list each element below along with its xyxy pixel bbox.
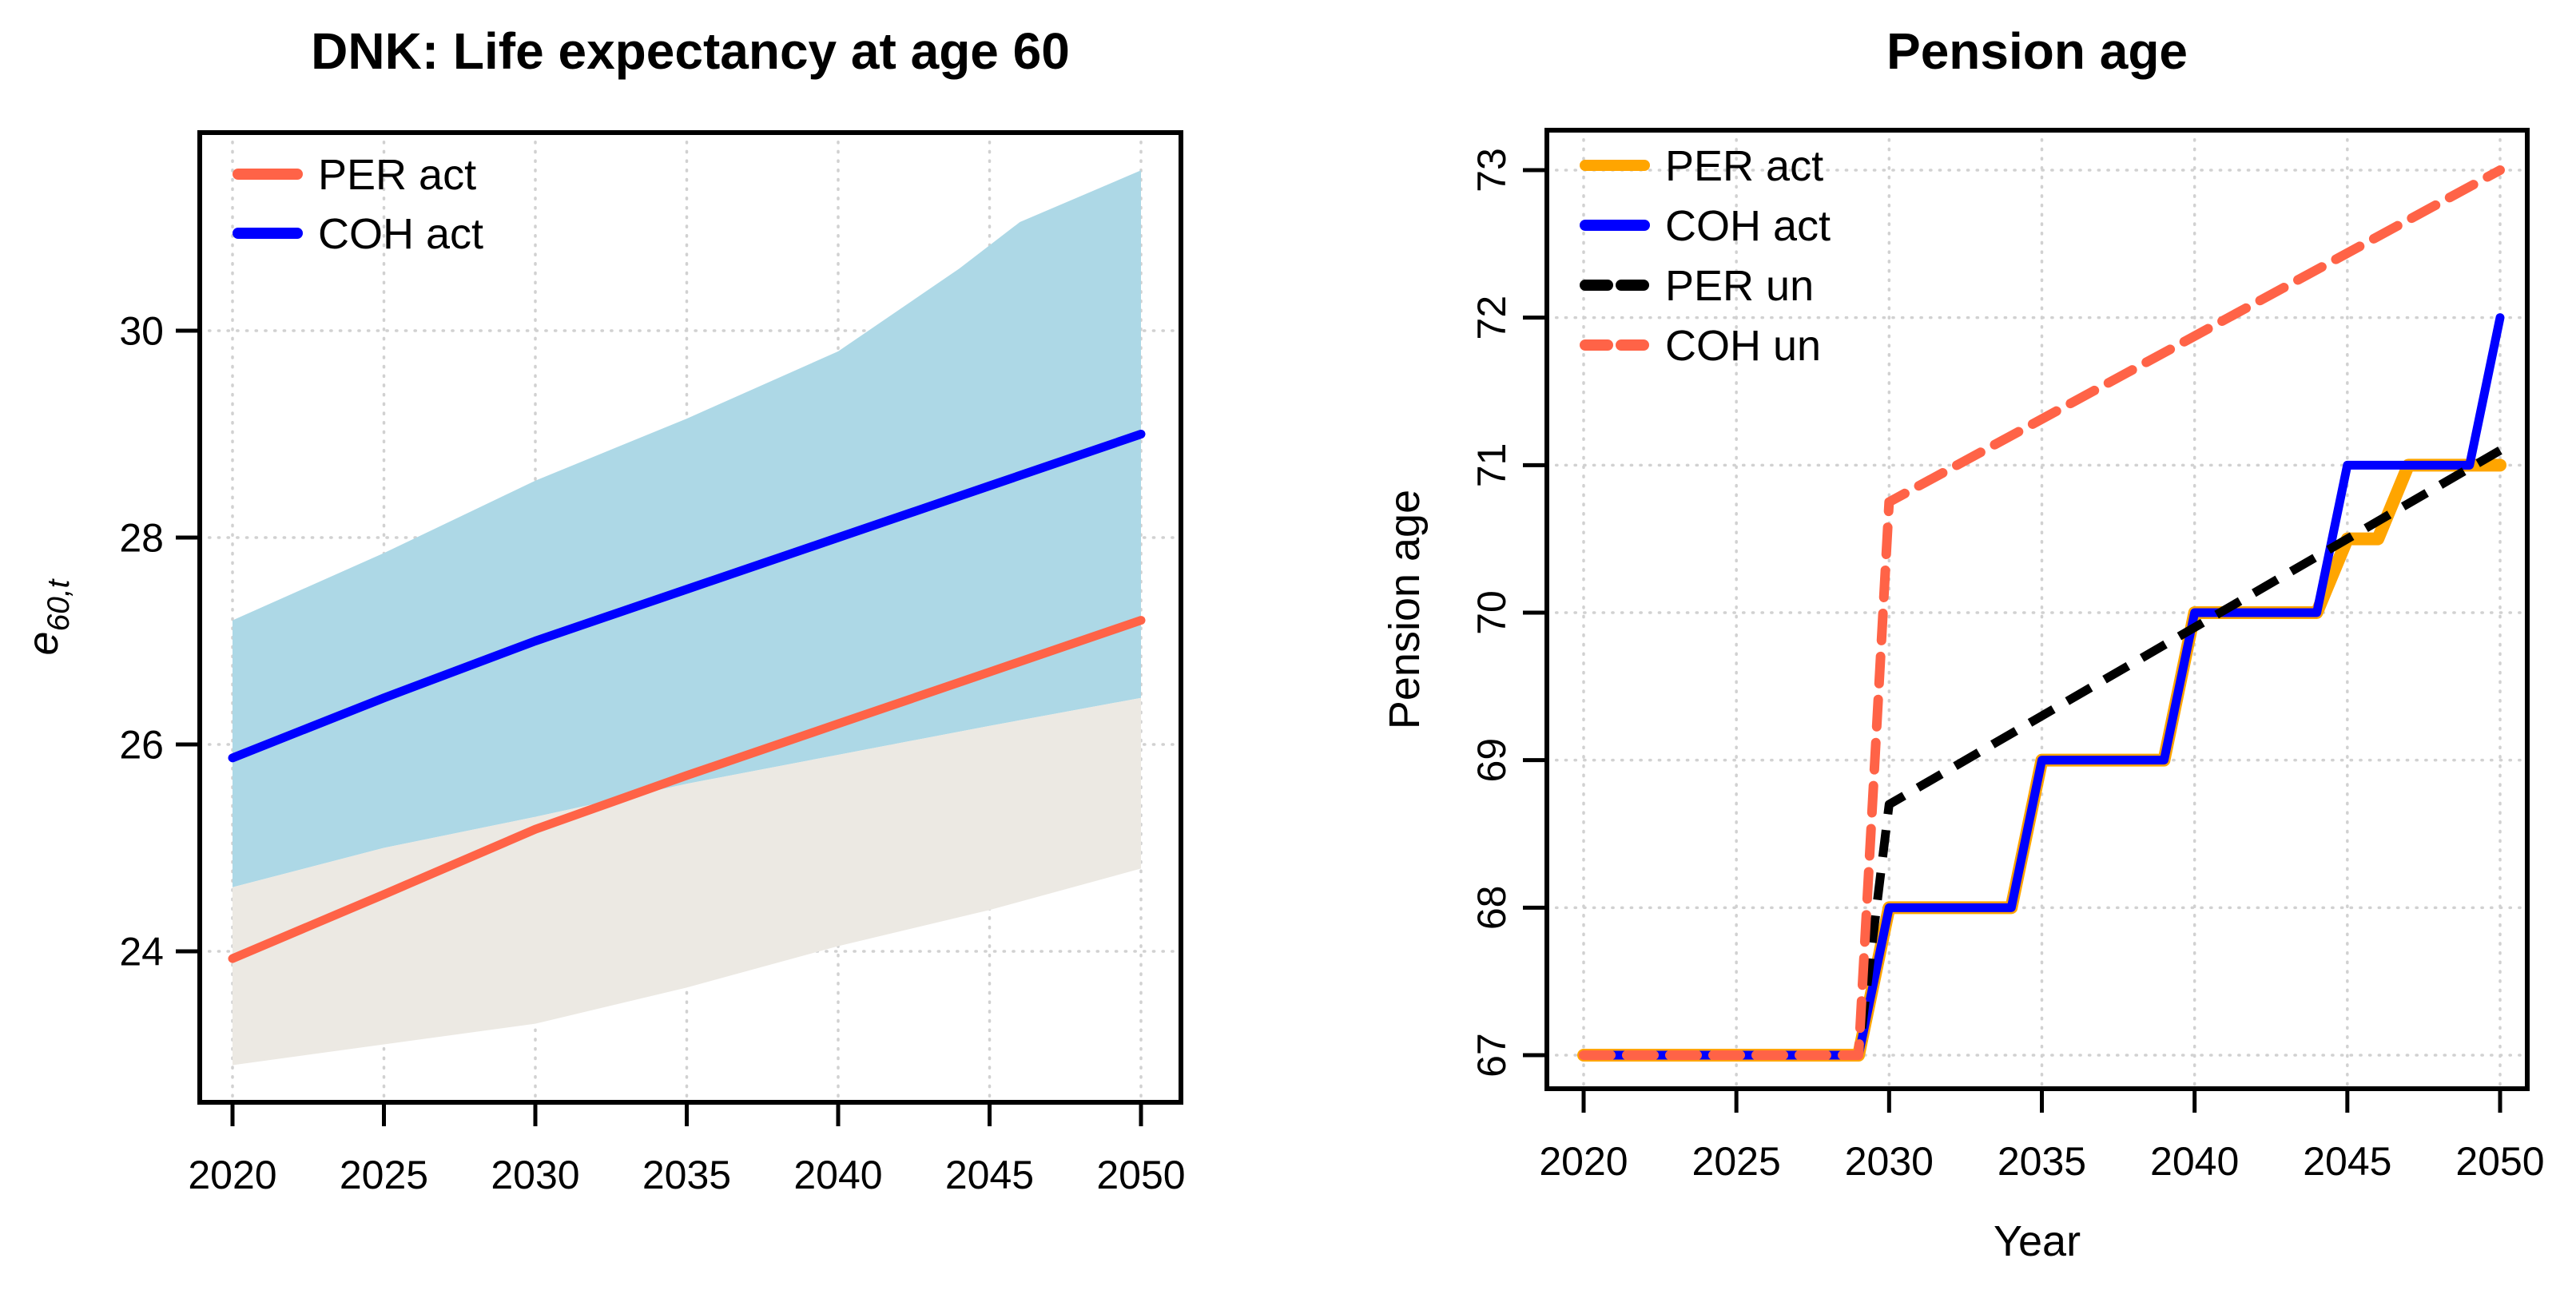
x-tick-label: 2025: [340, 1153, 428, 1197]
legend: PER act COH act PER un COH un: [1580, 142, 1831, 370]
y-tick-label: 24: [119, 930, 164, 974]
x-tick-label: 2035: [642, 1153, 731, 1197]
y-tick-label: 69: [1469, 738, 1514, 783]
x-tick-label: 2040: [2150, 1139, 2239, 1184]
y-tick-label: 67: [1469, 1033, 1514, 1078]
y-tick-label: 73: [1469, 148, 1514, 193]
x-tick-label: 2045: [945, 1153, 1034, 1197]
legend-label: COH act: [318, 210, 483, 258]
y-tick-label: 26: [119, 723, 164, 768]
x-tick-label: 2045: [2303, 1139, 2391, 1184]
legend-label: COH un: [1665, 322, 1821, 370]
pension-age-chart: 2020 2025 2030 2035 2040 2045 2050 67 68 69 70 71 72…: [1381, 22, 2545, 1265]
plot-frame: [197, 130, 1183, 1105]
x-tick-label: 2020: [1539, 1139, 1628, 1184]
axes: 2020 2025 2030 2035 2040 2045 2050 67 68 69 70 71 72…: [1469, 148, 2545, 1184]
chart-title: DNK: Life expectancy at age 60: [311, 22, 1070, 80]
legend: PER act COH act: [233, 151, 483, 258]
y-tick-label: 70: [1469, 590, 1514, 635]
x-tick-label: 2025: [1692, 1139, 1781, 1184]
x-tick-label: 2030: [491, 1153, 579, 1197]
chart-title: Pension age: [1886, 22, 2188, 80]
plot-frame: [1544, 128, 2530, 1091]
axes: 2020 2025 2030 2035 2040 2045 2050 24 26 28 30: [119, 309, 1185, 1198]
legend-label: PER act: [1665, 142, 1823, 190]
y-tick-label: 30: [119, 309, 164, 354]
series-line: [228, 430, 1146, 763]
y-axis-label: Pension age: [1381, 490, 1429, 729]
legend-label: COH act: [1665, 202, 1831, 250]
x-tick-label: 2035: [1998, 1139, 2086, 1184]
x-tick-label: 2020: [188, 1153, 276, 1197]
series-line: [1579, 313, 2505, 1060]
series-line: [1579, 165, 2505, 1060]
legend-label: PER act: [318, 151, 476, 199]
y-tick-label: 72: [1469, 296, 1514, 340]
y-tick-label: 71: [1469, 443, 1514, 488]
legend-label: PER un: [1665, 262, 1814, 310]
confidence-band: [233, 170, 1141, 887]
series-line: [228, 616, 1146, 963]
y-tick-label: 28: [119, 516, 164, 561]
y-axis-label: e60,t: [19, 578, 76, 655]
x-tick-label: 2030: [1845, 1139, 1934, 1184]
x-tick-label: 2040: [793, 1153, 882, 1197]
x-tick-label: 2050: [1096, 1153, 1185, 1197]
confidence-band: [233, 697, 1141, 1066]
life-expectancy-chart: 2020 2025 2030 2035 2040 2045 2050 24 26 28 30 DNK:…: [19, 22, 1186, 1197]
x-tick-label: 2050: [2455, 1139, 2544, 1184]
y-tick-label: 68: [1469, 886, 1514, 931]
x-axis-label: Year: [1994, 1217, 2081, 1265]
